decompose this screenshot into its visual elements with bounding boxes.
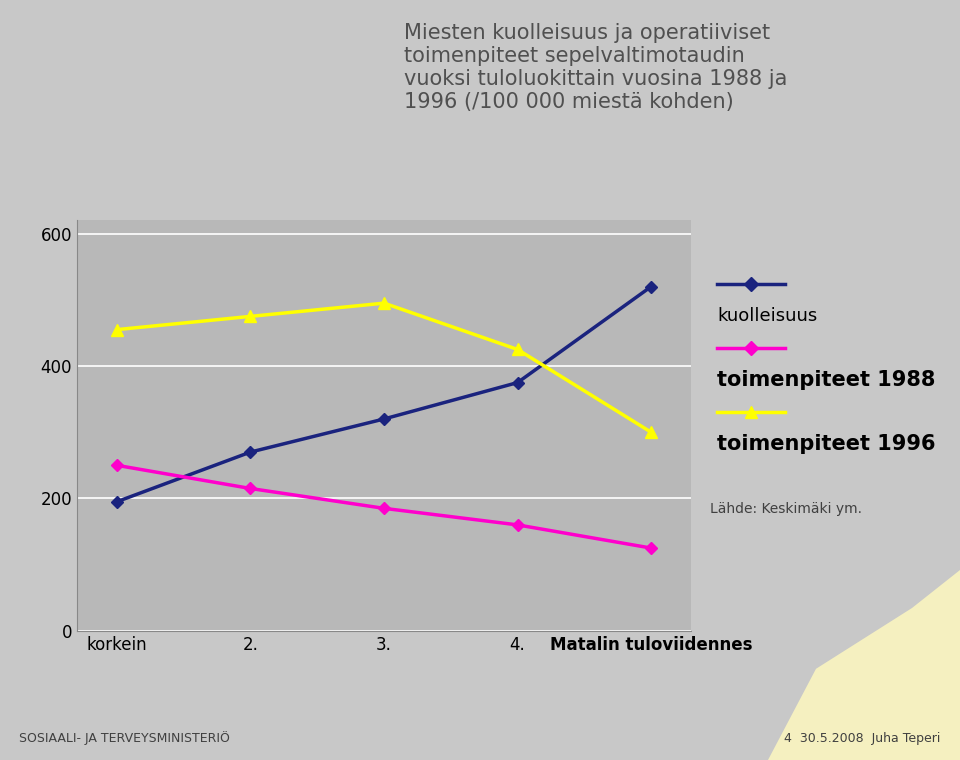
Text: Miesten kuolleisuus ja operatiiviset
toimenpiteet sepelvaltimotaudin
vuoksi tulo: Miesten kuolleisuus ja operatiiviset toi… <box>403 23 787 112</box>
Text: SOSIAALI- JA TERVEYSMINISTERIÖ: SOSIAALI- JA TERVEYSMINISTERIÖ <box>19 731 230 745</box>
Text: kuolleisuus: kuolleisuus <box>717 307 817 325</box>
Text: 4  30.5.2008  Juha Teperi: 4 30.5.2008 Juha Teperi <box>784 732 941 745</box>
Text: toimenpiteet 1988: toimenpiteet 1988 <box>717 370 935 390</box>
Text: toimenpiteet 1996: toimenpiteet 1996 <box>717 434 935 454</box>
Text: Lähde: Keskimäki ym.: Lähde: Keskimäki ym. <box>710 502 862 515</box>
